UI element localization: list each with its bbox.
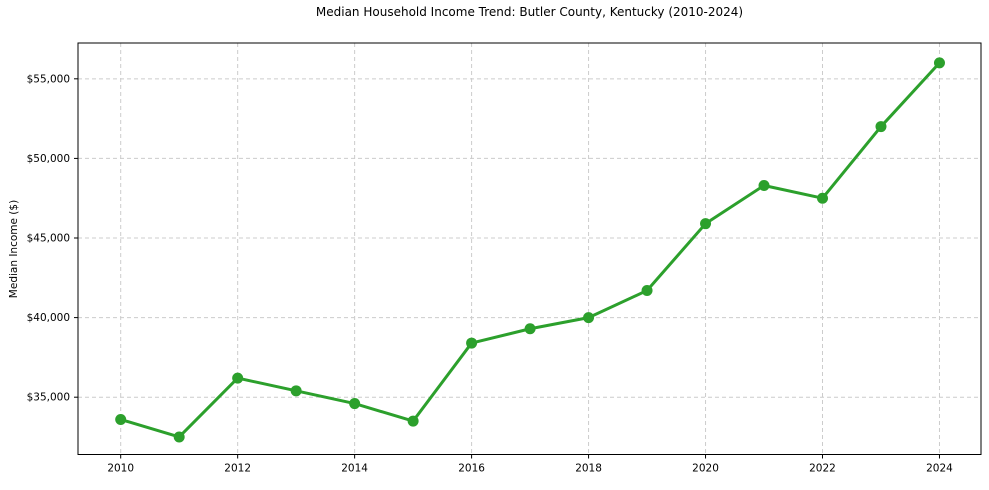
data-point-2016 (466, 337, 478, 349)
data-point-2013 (290, 385, 302, 397)
y-tick-label: $50,000 (27, 153, 70, 165)
x-tick-label: 2020 (692, 463, 719, 475)
x-tick-label: 2012 (224, 463, 251, 475)
x-tick-label: 2010 (107, 463, 134, 475)
y-tick-label: $35,000 (27, 392, 70, 404)
x-tick-label: 2018 (575, 463, 602, 475)
x-tick-label: 2016 (458, 463, 485, 475)
plot-border (77, 42, 982, 455)
trend-line (119, 61, 941, 439)
y-tick-label: $40,000 (27, 312, 70, 324)
y-tick-label: $45,000 (27, 233, 70, 245)
x-tick-label: 2022 (809, 463, 836, 475)
data-point-2018 (583, 312, 595, 324)
data-point-2020 (700, 218, 712, 230)
data-point-2022 (817, 192, 829, 204)
data-point-2017 (524, 323, 536, 335)
data-point-2024 (933, 57, 945, 69)
data-point-2023 (875, 121, 887, 133)
y-tick-label: $55,000 (27, 73, 70, 85)
data-point-2011 (173, 431, 185, 443)
chart-title: Median Household Income Trend: Butler Co… (315, 5, 744, 19)
data-point-2012 (232, 372, 244, 384)
data-point-2015 (407, 415, 419, 427)
x-tick-label: 2014 (341, 463, 368, 475)
data-point-2021 (758, 179, 770, 191)
x-tick-label: 2024 (926, 463, 953, 475)
data-point-2019 (641, 285, 653, 297)
data-point-2010 (115, 413, 127, 425)
data-point-2014 (349, 398, 361, 410)
